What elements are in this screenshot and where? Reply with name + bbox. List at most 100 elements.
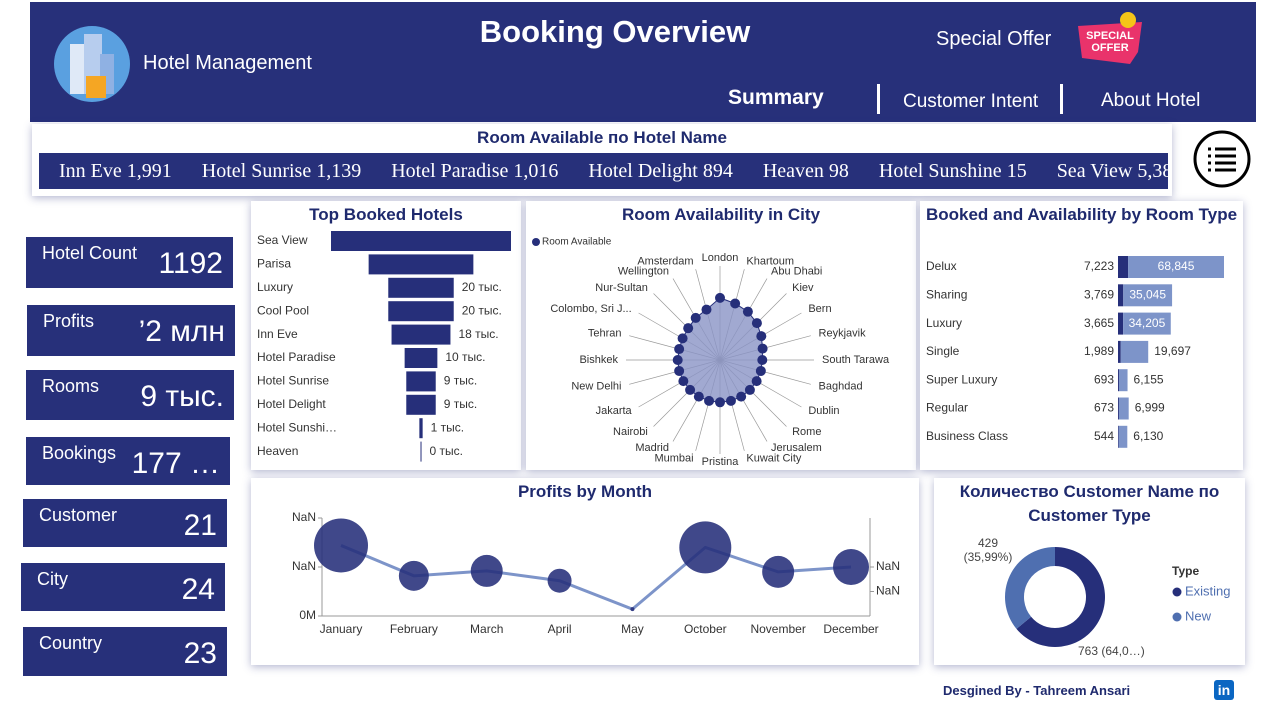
- kpi-label: Country: [39, 633, 103, 653]
- radar-point: [672, 355, 683, 365]
- category-label: Reykjavik: [819, 328, 867, 340]
- chart-title: Booked and Availability by Room Type: [925, 205, 1238, 224]
- funnel-bar: [368, 254, 474, 275]
- category-label: Khartoum: [746, 255, 794, 267]
- ticker-value: 1,139: [316, 160, 362, 182]
- ticker-strip: Inn Eve 1,991 Hotel Sunrise 1,139 Hotel Pa…: [39, 153, 1168, 189]
- radar-point: [756, 331, 767, 342]
- ticker: Room Available по Hotel Name Inn Eve 1,9…: [32, 124, 1172, 196]
- kpi-value: ’2 млн: [138, 315, 225, 348]
- separator: [1060, 84, 1063, 114]
- category-label: Jakarta: [596, 405, 633, 417]
- chart-title: Top Booked Hotels: [309, 205, 463, 224]
- logo: [54, 26, 130, 102]
- y-tick-label: NaN: [292, 559, 316, 573]
- category-label: Super Luxury: [926, 372, 997, 386]
- category-label: Nairobi: [613, 426, 648, 438]
- category-label: London: [702, 252, 739, 264]
- x-tick-label: March: [470, 622, 503, 636]
- funnel-bar: [419, 418, 423, 439]
- radar-point: [685, 384, 696, 395]
- bubble: [547, 568, 572, 593]
- legend-label: Existing: [1185, 583, 1231, 598]
- category-label: Parisa: [257, 257, 291, 271]
- donut-slice: [1005, 547, 1055, 629]
- value-label: 6,155: [1134, 372, 1164, 386]
- linkedin-icon[interactable]: in: [1214, 680, 1234, 700]
- value-label: 544: [1094, 429, 1114, 443]
- category-label: Kiev: [792, 282, 814, 294]
- value-label: 20 тыс.: [462, 303, 502, 317]
- chart-panel: 0M NaN NaN NaN NaN January February March April M…: [251, 478, 919, 665]
- category-label: Mumbai: [654, 452, 693, 464]
- category-label: Amsterdam: [637, 255, 693, 267]
- kpi-label: Profits: [43, 311, 95, 331]
- funnel-bar: [388, 301, 454, 322]
- funnel-bar: [420, 441, 422, 462]
- x-tick-label: February: [390, 622, 438, 636]
- funnel-bar: [388, 277, 454, 298]
- radar-point: [725, 395, 736, 406]
- funnel-bar: [404, 348, 438, 368]
- x-tick-label: November: [750, 622, 805, 636]
- category-label: Kuwait City: [746, 452, 802, 464]
- y-tick-label: 0M: [299, 608, 316, 622]
- ticker-item: Heaven 98: [763, 160, 849, 182]
- kpi-label: City: [37, 569, 68, 589]
- value-label: 18 тыс.: [458, 327, 498, 341]
- category-label: Inn Eve: [257, 327, 298, 341]
- legend-swatch: [532, 238, 540, 246]
- offer-text: Special Offer: [936, 28, 1052, 50]
- ticker-value: 15: [1006, 160, 1027, 182]
- category-label: Bern: [808, 303, 831, 315]
- chart-panel: Sea View Parisa Luxury 20 тыс. Cool Pool 20 т…: [251, 201, 521, 470]
- badge-text: OFFER: [1091, 42, 1128, 54]
- value-label: 9 тыс.: [444, 374, 477, 388]
- nav-item[interactable]: About Hotel: [1101, 90, 1201, 111]
- chart: Delux 7,223 68,845 Sharing 3,769 35,045 Luxury…: [926, 256, 1224, 448]
- x-tick-label: April: [548, 622, 572, 636]
- value-label: 0 тыс.: [429, 444, 462, 458]
- category-label: Hotel Delight: [257, 397, 326, 411]
- category-label: Bishkek: [579, 354, 618, 366]
- nav-item[interactable]: Customer Intent: [903, 91, 1039, 112]
- ticker-value: 1,016: [513, 160, 559, 182]
- ticker-item: Inn Eve 1,991: [59, 160, 172, 182]
- menu-button[interactable]: [1192, 129, 1252, 189]
- y2-tick-label: NaN: [876, 559, 900, 573]
- title: Booking Overview: [479, 14, 751, 49]
- category-label: Cool Pool: [257, 303, 309, 317]
- separator: [877, 84, 880, 114]
- bar-segment: [1118, 340, 1121, 363]
- ticker-name: Hotel Paradise: [391, 160, 509, 182]
- ticker-name: Inn Eve: [59, 160, 122, 182]
- funnel-bar: [406, 371, 436, 392]
- funnel-bar: [331, 231, 511, 251]
- bar-segment: [1118, 369, 1119, 392]
- chart: 0M NaN NaN NaN NaN January February March April M…: [292, 510, 900, 636]
- ticker-name: Hotel Sunshine: [878, 160, 1002, 182]
- radar-point: [683, 323, 694, 334]
- legend-label: New: [1185, 608, 1212, 623]
- category-label: Jerusalem: [771, 442, 822, 454]
- category-label: Colombo, Sri J...: [550, 303, 631, 315]
- x-tick-label: October: [684, 622, 727, 636]
- bar-segment: [1128, 256, 1224, 278]
- bubble: [630, 607, 635, 612]
- value-label: 673: [1094, 401, 1114, 415]
- bar-segment: [1118, 425, 1119, 448]
- ticker-name: Hotel Sunrise: [201, 160, 312, 182]
- nav-item[interactable]: Summary: [728, 86, 824, 109]
- radar-point: [736, 391, 747, 402]
- value-label: 10 тыс.: [445, 350, 485, 364]
- radar-point: [674, 365, 685, 376]
- kpi-value: 9 тыс.: [140, 380, 224, 413]
- category-label: Luxury: [926, 316, 962, 330]
- category-label: Pristina: [702, 456, 740, 468]
- bar-segment: [1118, 397, 1119, 420]
- offer-badge[interactable]: SPECIAL OFFER: [1072, 10, 1152, 70]
- header: Hotel Management Booking Overview Specia…: [30, 2, 1256, 122]
- bar-segment: [1118, 369, 1128, 392]
